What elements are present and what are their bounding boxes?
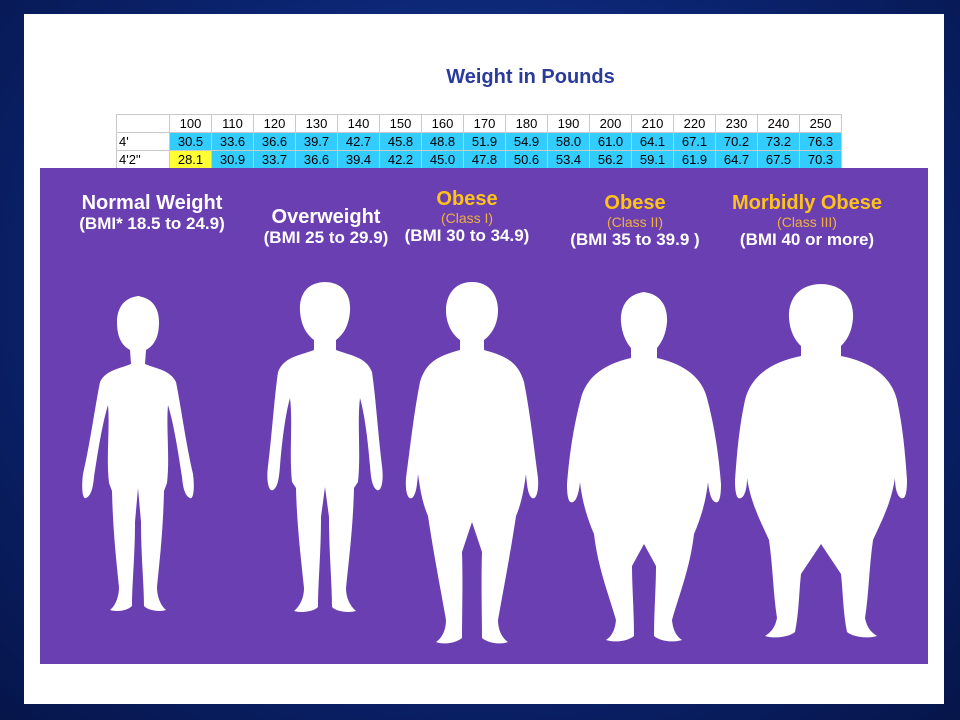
body-silhouettes bbox=[82, 282, 907, 644]
category-name: Morbidly Obese bbox=[731, 192, 883, 214]
overweight-silhouette bbox=[267, 282, 383, 612]
category-class: (Class III) bbox=[777, 214, 837, 230]
weight-table: 100 110 120 130 140 150 160 170 180 190 … bbox=[116, 114, 842, 169]
table-cell: 76.3 bbox=[799, 132, 842, 151]
category-bmi-range: (BMI* 18.5 to 24.9) bbox=[79, 214, 225, 233]
category-class: (Class II) bbox=[607, 214, 663, 230]
category-name: Normal Weight bbox=[81, 192, 223, 214]
table-cell: 64.1 bbox=[631, 132, 674, 151]
table-cell: 45.8 bbox=[379, 132, 422, 151]
table-cell: 67.1 bbox=[673, 132, 716, 151]
table-row-label: 4' bbox=[116, 132, 170, 151]
table-cell: 33.7 bbox=[253, 150, 296, 169]
table-header-cell: 110 bbox=[211, 114, 254, 133]
table-header-row: 100 110 120 130 140 150 160 170 180 190 … bbox=[116, 114, 842, 133]
category-bmi-range: (BMI 25 to 29.9) bbox=[263, 228, 389, 247]
table-row-label: 4'2" bbox=[116, 150, 170, 169]
table-header-cell: 170 bbox=[463, 114, 506, 133]
table-cell: 58.0 bbox=[547, 132, 590, 151]
table-cell: 51.9 bbox=[463, 132, 506, 151]
table-cell: 48.8 bbox=[421, 132, 464, 151]
category-obese-class-2: Obese (Class II) (BMI 35 to 39.9 ) bbox=[550, 192, 720, 250]
table-cell: 42.7 bbox=[337, 132, 380, 151]
obese-class-2-silhouette bbox=[567, 292, 721, 642]
normal-weight-silhouette bbox=[82, 296, 194, 611]
table-cell: 61.0 bbox=[589, 132, 632, 151]
table-header-cell: 240 bbox=[757, 114, 800, 133]
table-header-cell: 210 bbox=[631, 114, 674, 133]
table-header-cell: 200 bbox=[589, 114, 632, 133]
category-class: (Class I) bbox=[440, 210, 494, 226]
table-cell: 30.5 bbox=[169, 132, 212, 151]
table-cell: 50.6 bbox=[505, 150, 548, 169]
table-header-cell: 190 bbox=[547, 114, 590, 133]
table-row: 4'2" 28.1 30.9 33.7 36.6 39.4 42.2 45.0 … bbox=[116, 150, 842, 169]
table-header-cell: 100 bbox=[169, 114, 212, 133]
table-cell: 42.2 bbox=[379, 150, 422, 169]
category-normal-weight: Normal Weight (BMI* 18.5 to 24.9) bbox=[52, 192, 252, 234]
table-cell: 36.6 bbox=[253, 132, 296, 151]
table-cell: 33.6 bbox=[211, 132, 254, 151]
table-header-cell: 120 bbox=[253, 114, 296, 133]
category-name: Obese bbox=[604, 192, 666, 214]
table-cell: 73.2 bbox=[757, 132, 800, 151]
morbidly-obese-silhouette bbox=[735, 284, 907, 638]
obese-class-1-silhouette bbox=[405, 282, 539, 644]
table-cell: 59.1 bbox=[631, 150, 674, 169]
category-bmi-range: (BMI 30 to 34.9) bbox=[404, 226, 530, 245]
table-cell: 47.8 bbox=[463, 150, 506, 169]
table-cell: 28.1 bbox=[169, 150, 212, 169]
category-bmi-range: (BMI 40 or more) bbox=[739, 230, 875, 249]
category-morbidly-obese: Morbidly Obese (Class III) (BMI 40 or mo… bbox=[712, 192, 902, 250]
table-header-cell: 250 bbox=[799, 114, 842, 133]
table-header-cell: 220 bbox=[673, 114, 716, 133]
table-cell: 70.2 bbox=[715, 132, 758, 151]
table-cell: 39.4 bbox=[337, 150, 380, 169]
table-header-cell: 150 bbox=[379, 114, 422, 133]
table-row: 4' 30.5 33.6 36.6 39.7 42.7 45.8 48.8 51… bbox=[116, 132, 842, 151]
table-header-cell: 130 bbox=[295, 114, 338, 133]
table-title: Weight in Pounds bbox=[446, 66, 615, 88]
category-obese-class-1: Obese (Class I) (BMI 30 to 34.9) bbox=[382, 188, 552, 246]
category-name: Overweight bbox=[271, 206, 381, 228]
table-header-cell: 140 bbox=[337, 114, 380, 133]
table-cell: 67.5 bbox=[757, 150, 800, 169]
table-cell: 39.7 bbox=[295, 132, 338, 151]
table-cell: 54.9 bbox=[505, 132, 548, 151]
table-cell: 61.9 bbox=[673, 150, 716, 169]
bmi-category-panel: Normal Weight (BMI* 18.5 to 24.9) Overwe… bbox=[40, 168, 928, 664]
slide: Weight in Pounds 100 110 120 130 140 150… bbox=[24, 14, 944, 704]
table-cell: 45.0 bbox=[421, 150, 464, 169]
table-cell: 30.9 bbox=[211, 150, 254, 169]
category-bmi-range: (BMI 35 to 39.9 ) bbox=[570, 230, 700, 249]
table-header-cell: 230 bbox=[715, 114, 758, 133]
table-header-cell: 180 bbox=[505, 114, 548, 133]
table-cell: 56.2 bbox=[589, 150, 632, 169]
table-cell: 36.6 bbox=[295, 150, 338, 169]
table-corner-cell bbox=[116, 114, 170, 133]
table-cell: 70.3 bbox=[799, 150, 842, 169]
table-header-cell: 160 bbox=[421, 114, 464, 133]
table-cell: 53.4 bbox=[547, 150, 590, 169]
category-overweight: Overweight (BMI 25 to 29.9) bbox=[236, 206, 416, 248]
table-cell: 64.7 bbox=[715, 150, 758, 169]
category-name: Obese bbox=[436, 188, 498, 210]
